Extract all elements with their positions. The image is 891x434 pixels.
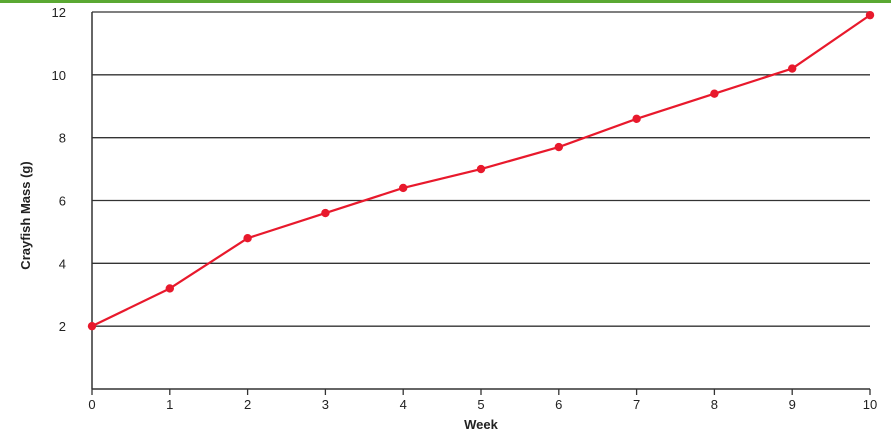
- x-tick-label-0: 0: [88, 397, 95, 412]
- x-tick-label-2: 2: [244, 397, 251, 412]
- data-point-week-1: [165, 284, 174, 293]
- data-point-week-10: [865, 10, 875, 20]
- y-tick-label-4: 4: [59, 256, 66, 271]
- y-tick-label-12: 12: [52, 5, 66, 20]
- data-point-week-5: [476, 164, 486, 174]
- data-point-week-0: [87, 321, 97, 331]
- data-point-week-3: [321, 208, 330, 218]
- data-point-week-7: [632, 114, 641, 124]
- data-point-week-4: [399, 183, 408, 193]
- y-tick-label-8: 8: [59, 131, 66, 146]
- x-ticks: 0 1 2 3 4 5 6 7 8 9 10: [88, 389, 877, 412]
- y-axis-title: Crayfish Mass (g): [18, 161, 33, 269]
- data-point-week-2: [243, 234, 252, 243]
- series-group: [87, 10, 875, 331]
- x-tick-label-6: 6: [555, 397, 562, 412]
- x-tick-label-1: 1: [166, 397, 173, 412]
- data-point-week-6: [554, 142, 563, 152]
- y-tick-label-2: 2: [59, 319, 66, 334]
- data-point-week-8: [710, 89, 719, 98]
- data-point-week-9: [788, 64, 797, 73]
- y-tick-label-10: 10: [52, 68, 66, 83]
- x-axis-title: Week: [464, 417, 498, 432]
- x-tick-label-5: 5: [477, 397, 484, 412]
- x-tick-label-8: 8: [711, 397, 718, 412]
- y-tick-label-6: 6: [59, 194, 66, 209]
- x-tick-label-7: 7: [633, 397, 640, 412]
- x-tick-label-9: 9: [789, 397, 796, 412]
- x-tick-label-10: 10: [863, 397, 877, 412]
- gridlines: [92, 11, 870, 327]
- x-tick-label-4: 4: [400, 397, 407, 412]
- x-tick-label-3: 3: [322, 397, 329, 412]
- y-tick-labels: 2 4 6 8 10 12: [52, 5, 66, 334]
